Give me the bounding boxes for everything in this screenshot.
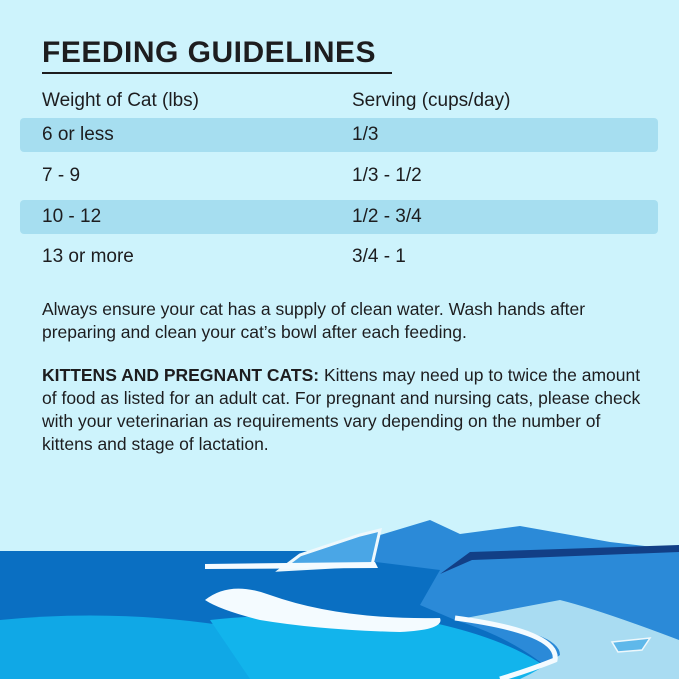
kittens-label: KITTENS AND PREGNANT CATS: [42,365,320,385]
kittens-note: KITTENS AND PREGNANT CATS: Kittens may n… [42,364,652,456]
water-note: Always ensure your cat has a supply of c… [42,299,586,342]
title-underline [42,72,392,74]
table-row: 6 or less 1/3 [20,118,658,152]
serving-cell: 1/3 [352,124,379,145]
weight-cell: 10 - 12 [42,206,102,227]
table-header: Weight of Cat (lbs) Serving (cups/day) [20,84,658,118]
header-weight: Weight of Cat (lbs) [42,90,199,111]
serving-cell: 1/2 - 3/4 [352,206,422,227]
header-serving: Serving (cups/day) [352,90,511,111]
serving-cell: 3/4 - 1 [352,246,406,267]
coastal-illustration [0,520,679,679]
kittens-text: Kittens may need up to twice the amount … [42,365,641,454]
table-row: 7 - 9 1/3 - 1/2 [20,159,658,193]
table-row: 10 - 12 1/2 - 3/4 [20,200,658,234]
page-title: FEEDING GUIDELINES [42,36,377,69]
weight-cell: 13 or more [42,246,134,267]
serving-cell: 1/3 - 1/2 [352,165,422,186]
weight-cell: 6 or less [42,124,114,145]
table-row: 13 or more 3/4 - 1 [20,240,658,274]
boat-icon [610,637,652,653]
weight-cell: 7 - 9 [42,165,81,186]
